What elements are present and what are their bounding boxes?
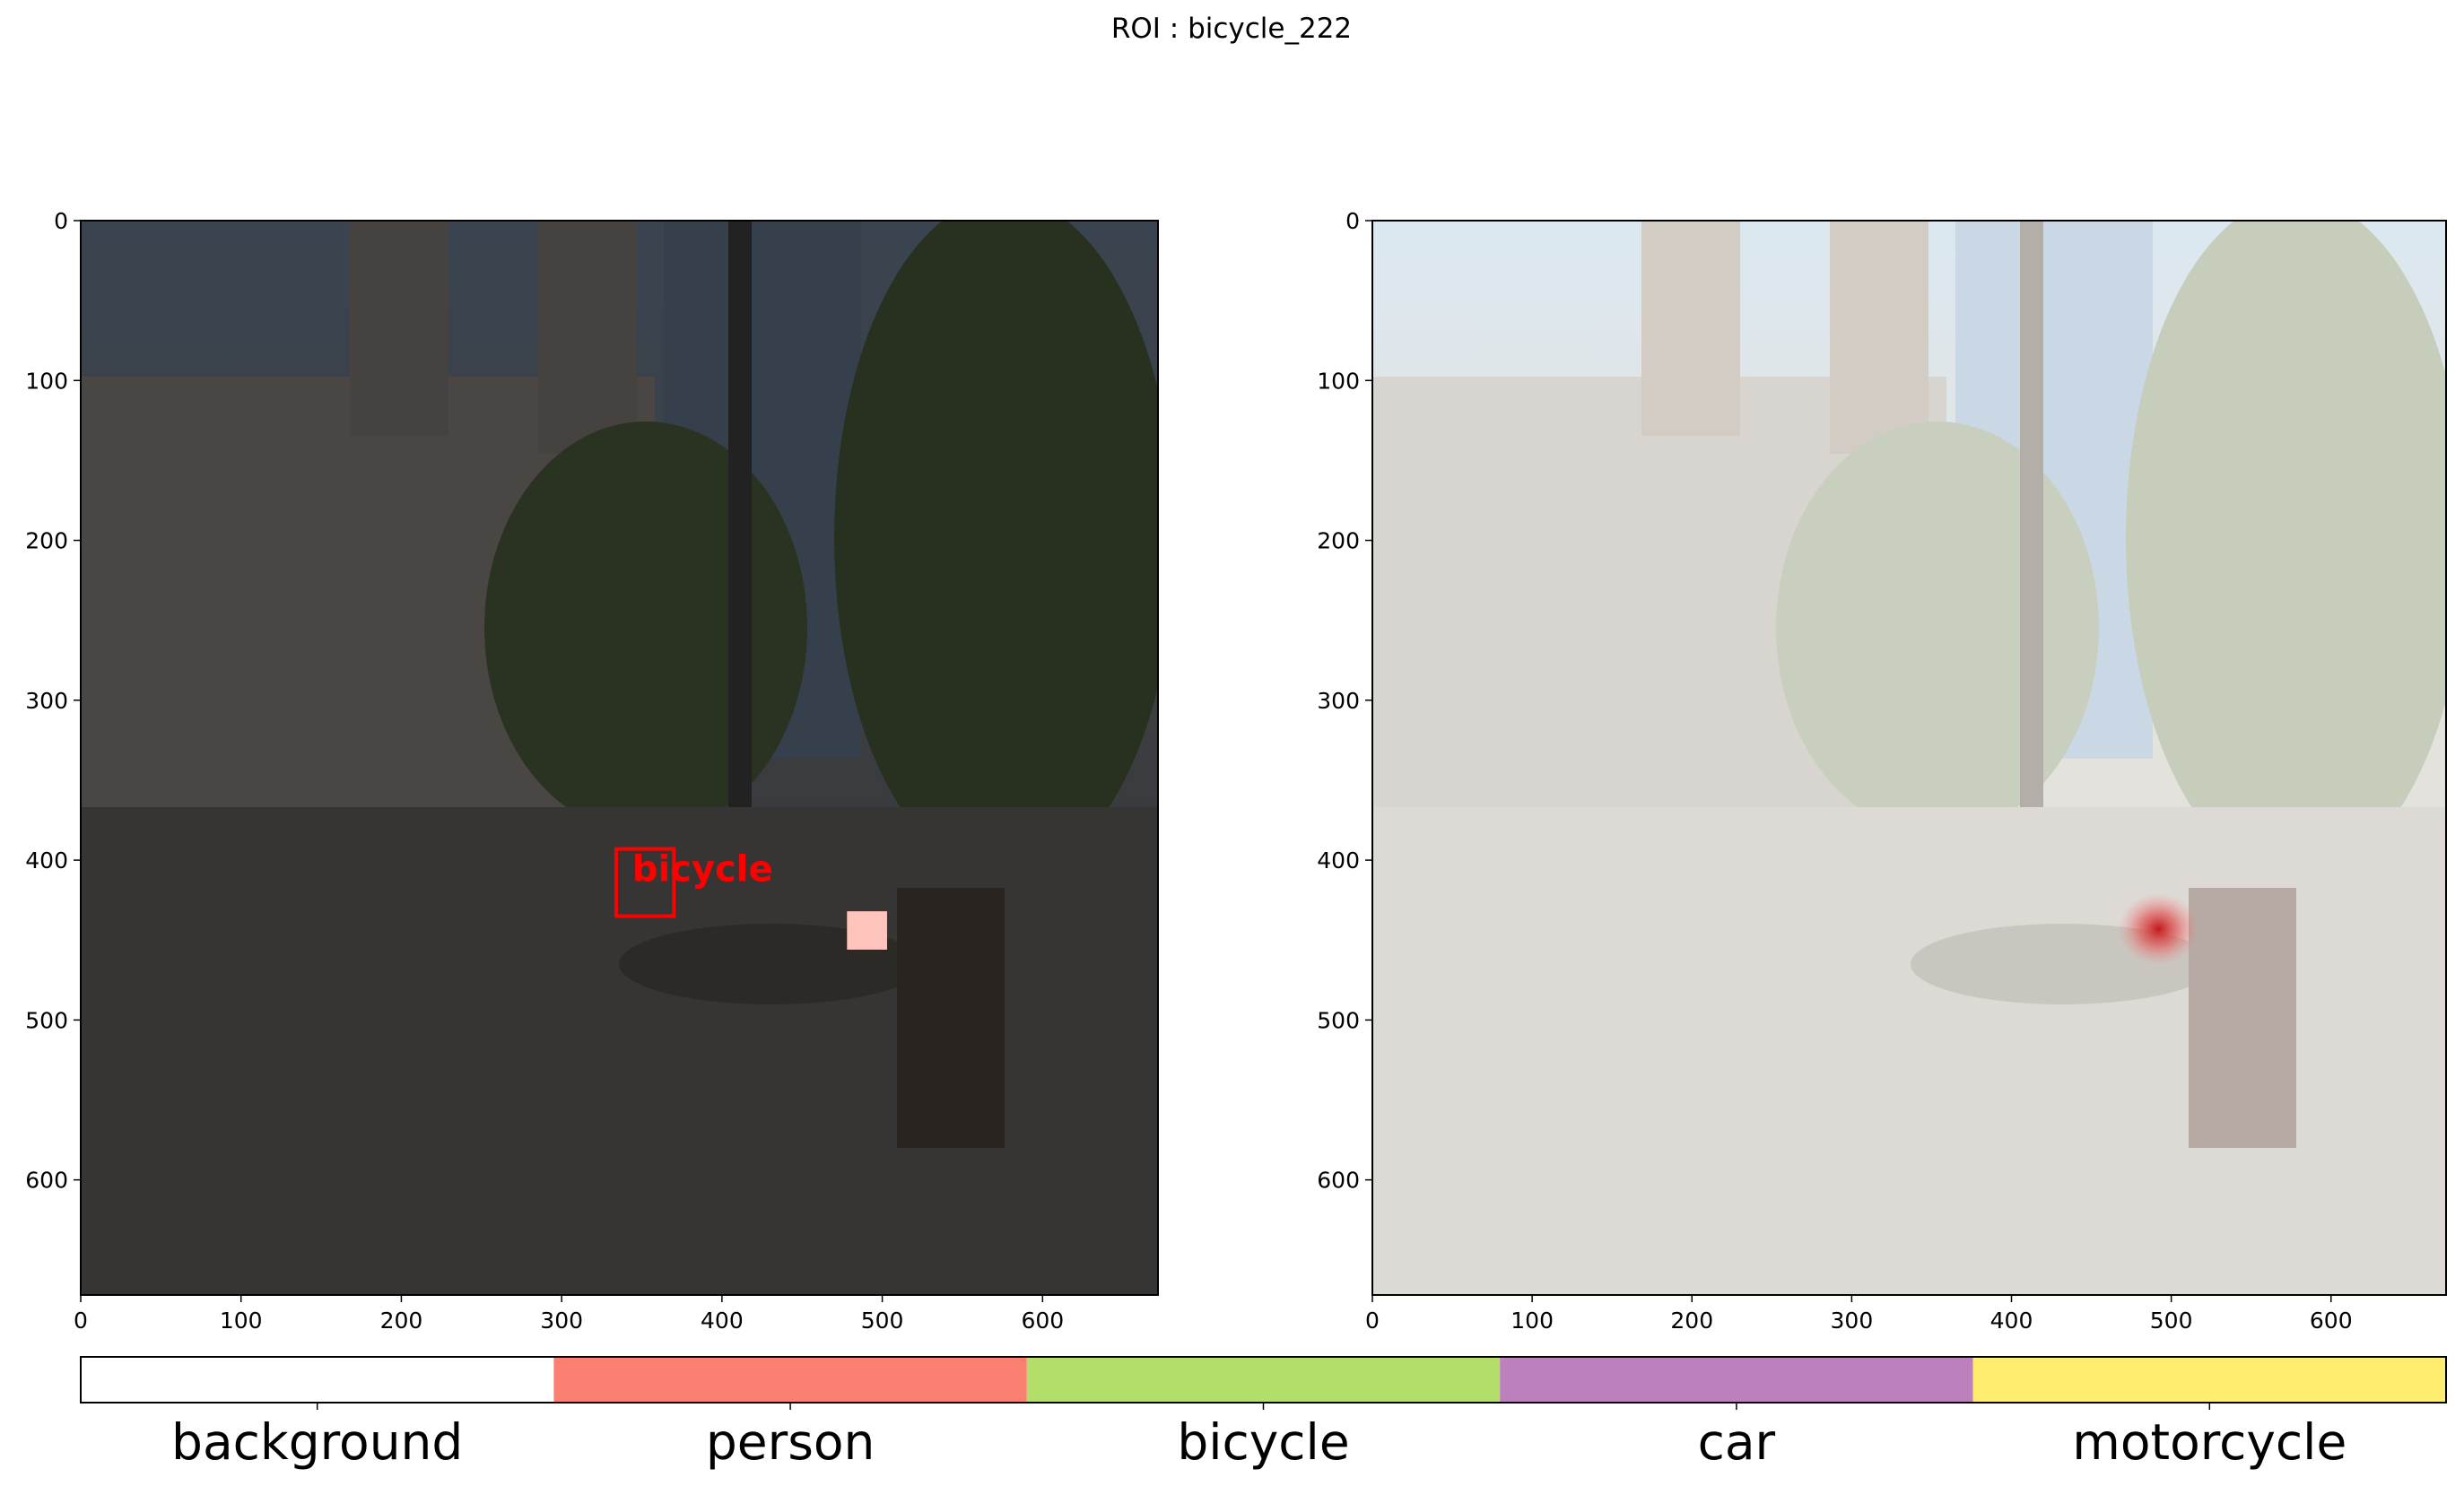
legend-label: bicycle — [1177, 1413, 1349, 1471]
bbox-rectangle — [614, 847, 676, 918]
y-tick-label: 0 — [54, 208, 68, 234]
x-tick-label: 200 — [1670, 1308, 1713, 1334]
legend-label: motorcycle — [2072, 1413, 2346, 1471]
y-tick-label: 300 — [25, 688, 68, 714]
right-y-axis: 0 100 200 300 400 500 600 — [1317, 208, 1372, 1194]
right-plot-frame — [1371, 220, 2447, 1296]
y-tick-label: 100 — [25, 368, 68, 394]
x-tick-label: 400 — [1990, 1308, 2033, 1334]
x-tick-label: 500 — [861, 1308, 904, 1334]
legend-label: background — [171, 1413, 463, 1471]
left-photo-backdrop — [81, 221, 1158, 1295]
x-tick-label: 100 — [220, 1308, 263, 1334]
legend-frame — [80, 1356, 2447, 1403]
x-tick-label: 300 — [540, 1308, 583, 1334]
legend-swatch — [1972, 1357, 2446, 1403]
left-x-axis: 0 100 200 300 400 500 600 — [74, 1295, 1064, 1334]
x-tick-label: 400 — [701, 1308, 744, 1334]
figure-title: ROI : bicycle_222 — [1111, 13, 1352, 45]
left-image-panel: bicycle 0 100 200 300 400 500 600 0 100 200 300 40… — [25, 208, 1159, 1334]
class-colorbar-legend: background person bicycle car motorcycle — [80, 1356, 2447, 1471]
y-tick-label: 600 — [25, 1168, 68, 1194]
x-tick-label: 600 — [1021, 1308, 1064, 1334]
y-tick-label: 200 — [25, 528, 68, 554]
right-image-panel: 0 100 200 300 400 500 600 0 100 200 300 400 500 600 — [1317, 208, 2447, 1334]
left-y-axis: 0 100 200 300 400 500 600 — [25, 208, 81, 1194]
y-tick-label: 100 — [1317, 368, 1360, 394]
legend-label: car — [1698, 1413, 1776, 1471]
x-tick-label: 600 — [2310, 1308, 2353, 1334]
x-tick-label: 200 — [380, 1308, 423, 1334]
right-x-axis: 0 100 200 300 400 500 600 — [1365, 1295, 2353, 1334]
attention-heat-spot — [2118, 892, 2199, 965]
legend-swatch — [1500, 1357, 1973, 1403]
y-tick-label: 600 — [1317, 1168, 1360, 1194]
bbox-label: bicycle — [632, 849, 773, 891]
x-tick-label: 100 — [1511, 1308, 1554, 1334]
x-tick-label: 0 — [1365, 1308, 1380, 1334]
y-tick-label: 500 — [25, 1007, 68, 1033]
legend-swatch — [553, 1357, 1027, 1403]
x-tick-label: 500 — [2150, 1308, 2193, 1334]
y-tick-label: 400 — [25, 847, 68, 873]
left-plot-frame — [80, 220, 1159, 1296]
roi-square — [847, 911, 887, 950]
legend-swatch — [81, 1357, 554, 1403]
x-tick-label: 300 — [1831, 1308, 1874, 1334]
legend-swatch — [1026, 1357, 1501, 1403]
right-photo-backdrop — [1372, 221, 2446, 1295]
x-tick-label: 0 — [74, 1308, 88, 1334]
right-annotations — [2118, 892, 2199, 965]
y-tick-label: 400 — [1317, 847, 1360, 873]
y-tick-label: 300 — [1317, 688, 1360, 714]
y-tick-label: 500 — [1317, 1007, 1360, 1033]
y-tick-label: 200 — [1317, 528, 1360, 554]
left-annotations: bicycle — [614, 847, 887, 950]
y-tick-label: 0 — [1345, 208, 1360, 234]
legend-label: person — [706, 1413, 875, 1471]
